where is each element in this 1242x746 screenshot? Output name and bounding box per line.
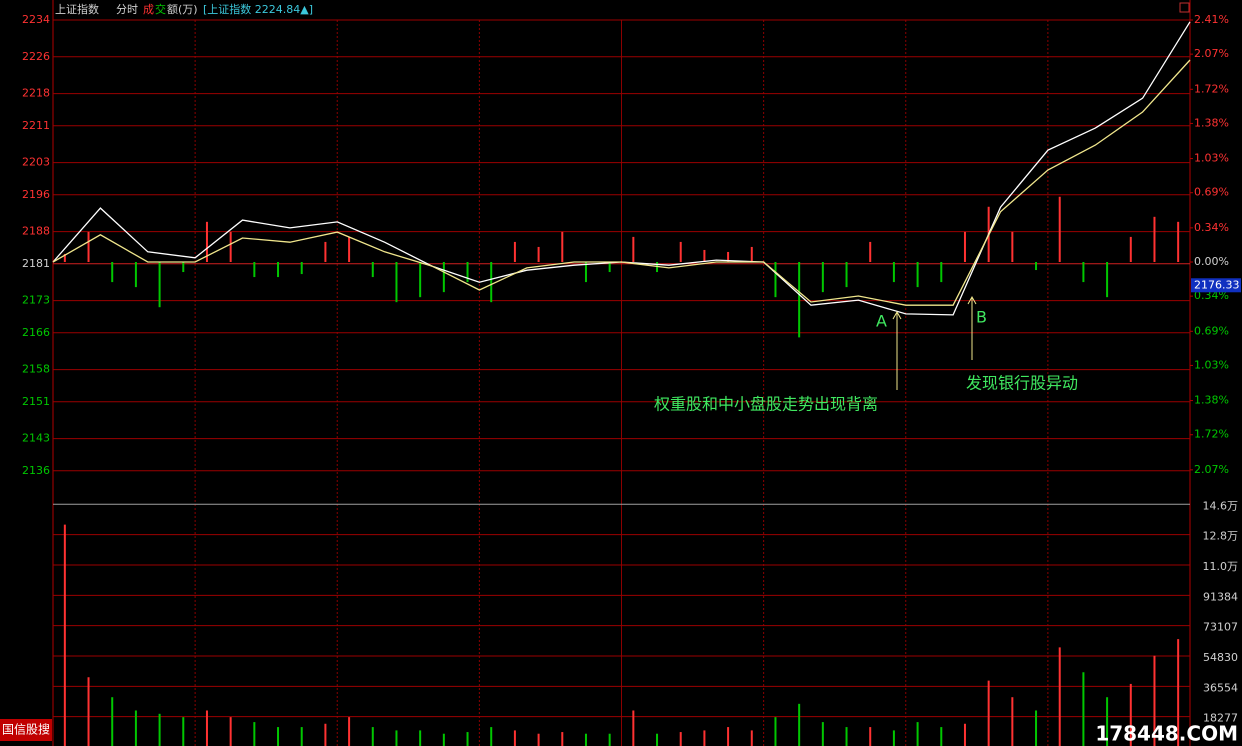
y2-tick-label: 1.03%: [1194, 358, 1229, 371]
mode: 分时: [116, 3, 138, 16]
y-tick-label: 2136: [22, 464, 50, 477]
brand: 国信股搜: [2, 722, 50, 737]
y2-tick-label: 2.41%: [1194, 13, 1229, 26]
y-tick-label: 2234: [22, 13, 50, 26]
volume-label: 交: [155, 2, 166, 16]
arrow-head: [967, 295, 977, 305]
y-tick-label: 2158: [22, 363, 50, 376]
y2-tick-label: 1.72%: [1194, 82, 1229, 95]
y-tick-label: 2196: [22, 188, 50, 201]
arrow-head: [892, 310, 902, 320]
brand-box: [0, 719, 52, 741]
volume-tick-label: 36554: [1203, 681, 1238, 694]
y-tick-label: 2218: [22, 87, 50, 100]
y2-tick-label: 0.69%: [1194, 186, 1229, 199]
volume-label: 额(万): [167, 3, 198, 16]
annotation: 权重股和中小盘股走势出现背离: [654, 395, 878, 414]
last-price: 2176.33: [1194, 278, 1240, 291]
watermark: 178448.COM: [1095, 722, 1238, 746]
volume-tick-label: 12.8万: [1203, 530, 1239, 543]
y2-tick-label: 1.03%: [1194, 152, 1229, 165]
index-name: 上证指数: [55, 2, 99, 16]
volume-tick-label: 18277: [1203, 712, 1238, 725]
volume-tick-label: 73107: [1203, 621, 1238, 634]
y2-tick-label: 0.34%: [1194, 289, 1229, 302]
y-tick-label: 2151: [22, 395, 50, 408]
annotation: 发现银行股异动: [966, 374, 1078, 393]
y-tick-label: 2211: [22, 119, 50, 132]
marks: 2176.33: [52, 21, 1241, 746]
y2-tick-label: 1.38%: [1194, 394, 1229, 407]
volume-tick-label: 91384: [1203, 590, 1238, 603]
quote: [上证指数 2224.84▲]: [203, 2, 313, 16]
annotation: B: [976, 308, 987, 327]
y2-tick-label: 2.07%: [1194, 47, 1229, 60]
y-tick-label: 2143: [22, 432, 50, 445]
y-tick-label: 2173: [22, 294, 50, 307]
grid: 2234 2226 2218 2211 2203 2196 2188 2181 2173 2166…: [22, 0, 1238, 746]
y2-tick-label: 1.72%: [1194, 428, 1229, 441]
y-tick-label: 2181: [22, 257, 50, 270]
annotation: A: [876, 312, 887, 331]
y-tick-label: 2188: [22, 225, 50, 238]
y-tick-label: 2203: [22, 156, 50, 169]
volume-label: 成: [143, 3, 154, 16]
window-icon[interactable]: [1179, 2, 1190, 13]
last-price-box: [1191, 278, 1241, 293]
y2-tick-label: 0.00%: [1194, 255, 1229, 268]
price-line: [52, 59, 1191, 306]
y2-tick-label: 0.69%: [1194, 324, 1229, 337]
y2-tick-label: 2.07%: [1194, 463, 1229, 476]
volume-tick-label: 14.6万: [1203, 499, 1239, 512]
volume-tick-label: 54830: [1203, 651, 1238, 664]
volume-tick-label: 11.0万: [1203, 560, 1239, 573]
y2-tick-label: 1.38%: [1194, 116, 1229, 129]
y2-tick-label: 0.34%: [1194, 221, 1229, 234]
y-tick-label: 2166: [22, 326, 50, 339]
y-tick-label: 2226: [22, 50, 50, 63]
